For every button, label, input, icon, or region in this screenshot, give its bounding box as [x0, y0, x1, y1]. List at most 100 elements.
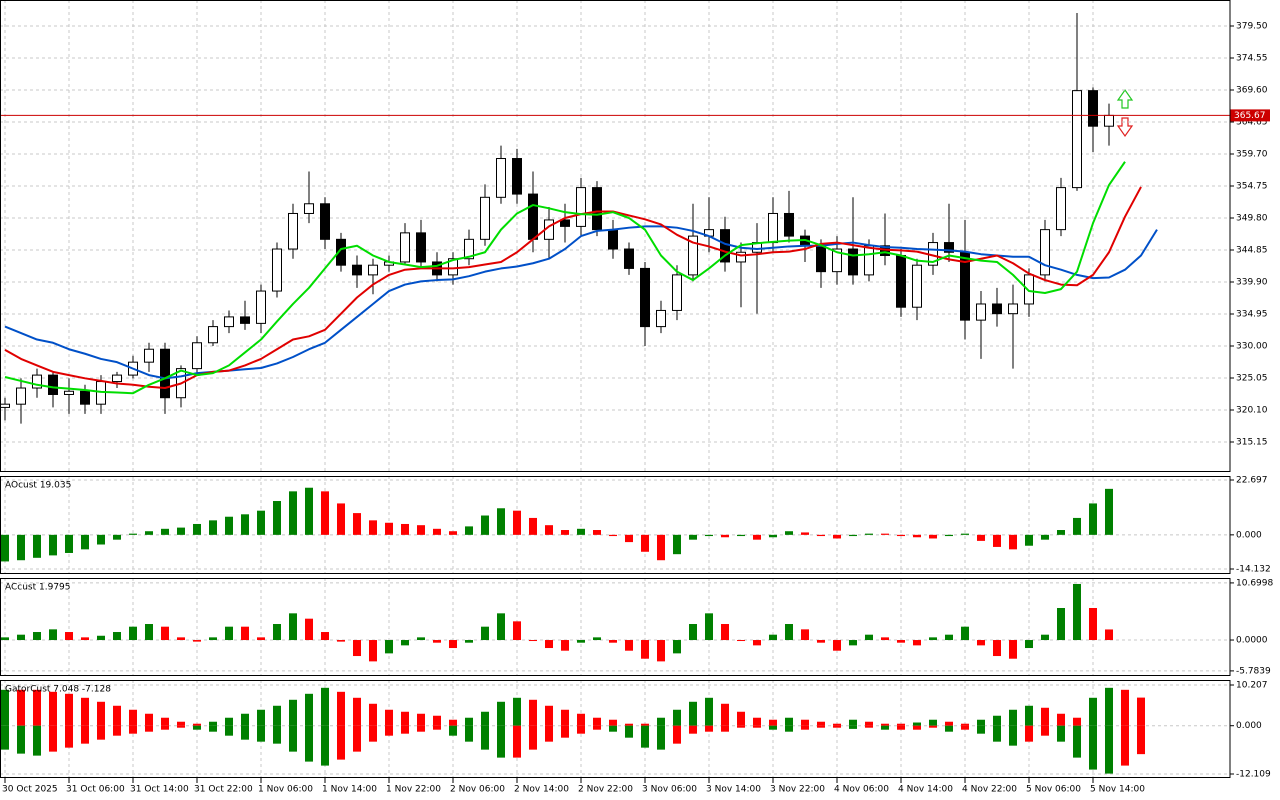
histogram-bar	[577, 713, 585, 726]
histogram-bar	[609, 725, 617, 732]
histogram-bar	[289, 725, 297, 752]
y-tick-label: 379.50	[1236, 21, 1268, 31]
histogram-bar	[1041, 534, 1049, 540]
histogram-bar	[337, 691, 345, 726]
histogram-bar	[273, 705, 281, 726]
candle-body	[208, 326, 218, 344]
histogram-bar	[945, 721, 953, 726]
histogram-bar	[241, 626, 249, 641]
histogram-bar	[929, 725, 937, 728]
histogram-bar	[289, 491, 297, 535]
y-tick-label: 22.697	[1236, 475, 1268, 485]
histogram-bar	[1073, 517, 1081, 535]
histogram-bar	[145, 624, 153, 641]
histogram-bar	[257, 510, 265, 535]
histogram-bar	[513, 621, 521, 641]
histogram-bar	[417, 637, 425, 641]
histogram-bar	[641, 723, 649, 726]
histogram-bar	[161, 528, 169, 535]
histogram-bar	[609, 534, 617, 537]
histogram-bar	[833, 723, 841, 726]
histogram-bar	[993, 534, 1001, 547]
histogram-bar	[353, 513, 361, 535]
candle-body	[0, 403, 10, 408]
histogram-bar	[561, 725, 569, 738]
histogram-bar	[1105, 687, 1113, 726]
histogram-bar	[1057, 530, 1065, 535]
y-tick-label: 374.55	[1236, 53, 1268, 63]
histogram-bar	[513, 725, 521, 758]
histogram-bar	[305, 693, 313, 726]
histogram-bar	[593, 637, 601, 641]
histogram-bar	[113, 725, 121, 736]
histogram-bar	[897, 725, 905, 730]
candle-body	[224, 316, 234, 328]
x-tick-label: 4 Nov 14:00	[898, 785, 953, 795]
candle-body	[640, 267, 650, 328]
histogram-bar	[33, 725, 41, 756]
histogram-bar	[385, 640, 393, 654]
candle-body	[848, 248, 858, 276]
histogram-bar	[1105, 725, 1113, 774]
histogram-bar	[129, 725, 137, 734]
histogram-bar	[433, 715, 441, 726]
candle-body	[256, 290, 266, 324]
histogram-bar	[977, 640, 985, 646]
histogram-bar	[321, 725, 329, 766]
candle-body	[464, 238, 474, 260]
histogram-bar	[65, 632, 73, 641]
histogram-bar	[577, 640, 585, 643]
histogram-bar	[865, 721, 873, 726]
histogram-bar	[737, 725, 745, 728]
histogram-bar	[49, 629, 57, 641]
candle-body	[832, 248, 842, 273]
candle-body	[992, 303, 1002, 315]
histogram-bar	[753, 717, 761, 726]
histogram-bar	[689, 534, 697, 540]
histogram-bar	[81, 534, 89, 550]
histogram-bar	[97, 725, 105, 740]
histogram-bar	[145, 713, 153, 726]
x-tick-label: 4 Nov 06:00	[834, 785, 889, 795]
histogram-bar	[273, 624, 281, 641]
indicator-label: GatorCust 7.048 -7.128	[5, 685, 111, 695]
histogram-bar	[49, 534, 57, 556]
histogram-bar	[705, 697, 713, 726]
histogram-bar	[881, 637, 889, 641]
candle-body	[608, 229, 618, 250]
histogram-bar	[625, 723, 633, 726]
candle-body	[896, 254, 906, 308]
histogram-bar	[625, 534, 633, 543]
histogram-bar	[241, 514, 249, 535]
histogram-bar	[785, 717, 793, 726]
candle-body	[336, 238, 346, 266]
histogram-bar	[865, 725, 873, 728]
histogram-bar	[1041, 634, 1049, 641]
histogram-bar	[17, 725, 25, 754]
histogram-bar	[49, 725, 57, 752]
histogram-bar	[65, 534, 73, 553]
histogram-bar	[897, 640, 905, 643]
y-tick-label: 0.000	[1236, 530, 1262, 540]
candle-body	[656, 309, 666, 328]
histogram-bar	[465, 725, 473, 742]
candle-body	[144, 348, 154, 363]
histogram-bar	[593, 717, 601, 726]
histogram-bar	[1105, 629, 1113, 641]
histogram-bar	[97, 635, 105, 641]
candle-body	[352, 264, 362, 276]
candle-body	[528, 193, 538, 240]
candle-body	[912, 264, 922, 308]
x-tick-label: 1 Nov 06:00	[258, 785, 313, 795]
histogram-bar	[865, 533, 873, 535]
histogram-bar	[1089, 725, 1097, 770]
histogram-bar	[193, 723, 201, 726]
histogram-bar	[385, 725, 393, 736]
histogram-bar	[257, 725, 265, 742]
histogram-bar	[337, 503, 345, 535]
histogram-bar	[177, 637, 185, 641]
histogram-bar	[801, 532, 809, 535]
histogram-bar	[561, 530, 569, 535]
histogram-bar	[529, 725, 537, 750]
